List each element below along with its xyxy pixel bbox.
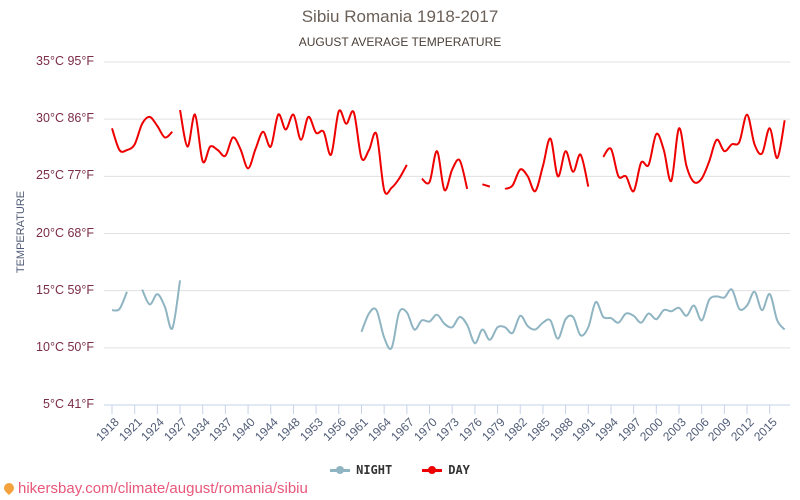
day-series-line: [602, 113, 786, 193]
day-series-line: [482, 183, 491, 188]
legend-item-day[interactable]: DAY: [422, 463, 470, 477]
legend-item-night[interactable]: NIGHT: [330, 463, 392, 477]
night-series-line: [360, 288, 786, 350]
night-series-line: [141, 280, 182, 330]
y-tick-label: 30°C 86°F: [36, 111, 94, 126]
night-series-line: [111, 291, 128, 312]
day-line-icon: [422, 465, 443, 474]
y-tick-label: 5°C 41°F: [43, 397, 94, 411]
day-series-line: [111, 115, 174, 153]
legend-label-day: DAY: [448, 463, 470, 477]
y-tick-label: 10°C 50°F: [36, 339, 94, 354]
y-tick-label: 20°C 68°F: [36, 225, 94, 240]
y-tick-label: 35°C 95°F: [36, 54, 94, 68]
y-tick-label: 15°C 59°F: [36, 282, 94, 297]
legend-label-night: NIGHT: [356, 463, 393, 477]
y-tick-label: 25°C 77°F: [36, 168, 94, 183]
legend: NIGHT DAY: [0, 463, 800, 477]
day-series-line: [504, 137, 590, 193]
day-series-line: [421, 150, 469, 192]
night-line-icon: [330, 465, 351, 474]
location-pin-icon: [1, 480, 17, 495]
source-link[interactable]: hikersbay.com/climate/august/romania/sib…: [1, 480, 308, 497]
source-url: hikersbay.com/climate/august/romania/sib…: [18, 480, 308, 497]
chart-subtitle: AUGUST AVERAGE TEMPERATURE: [298, 35, 502, 49]
day-series-line: [179, 109, 408, 195]
chart-title: Sibiu Romania 1918-2017: [301, 7, 499, 26]
